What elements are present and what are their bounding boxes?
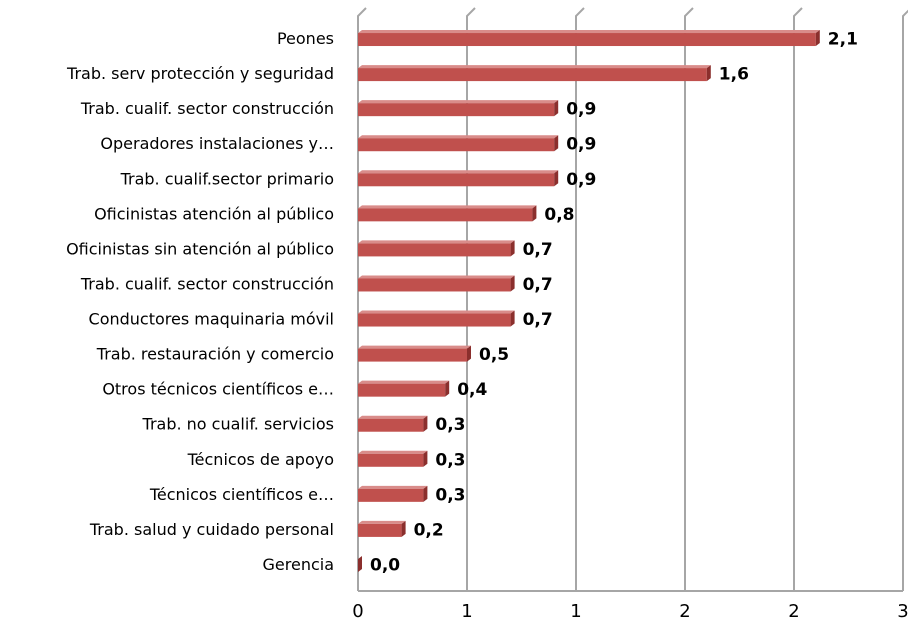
bar [358,310,515,327]
bar [358,100,559,117]
y-tick-label: Trab. no cualif. servicios [142,415,334,434]
y-tick-label: Trab. cualif. sector construcción [80,274,334,293]
data-label: 0,4 [457,380,487,400]
data-label: 0,7 [523,240,553,260]
y-tick-label: Trab. restauración y comercio [96,345,334,364]
x-tick-label: 2 [679,601,690,622]
x-tick-label: 1 [461,601,472,622]
y-tick-label: Trab. salud y cuidado personal [89,520,334,539]
data-label: 0,3 [435,485,465,505]
bar [358,555,362,572]
grid-line [902,9,908,591]
y-tick-label: Otros técnicos científicos e… [102,380,334,399]
bar [358,65,711,82]
grid-line [466,7,476,591]
bar [358,240,515,257]
bar [358,275,515,292]
data-label: 0,7 [523,275,553,295]
x-tick-label: 1 [570,601,581,622]
bar [358,485,428,502]
bar [358,135,559,152]
grid-line [793,7,803,591]
data-label: 0,3 [435,415,465,435]
data-label: 2,1 [828,30,858,50]
data-label: 0,9 [566,135,596,155]
bar [358,345,471,362]
data-label: 0,9 [566,170,596,190]
grid-line [575,7,585,591]
bar [358,380,450,397]
y-tick-label: Conductores maquinaria móvil [89,310,334,329]
bar [358,450,428,467]
bar [358,520,406,537]
data-label: 0,2 [414,520,444,540]
data-label: 0,7 [523,310,553,330]
y-tick-label: Operadores instalaciones y… [100,134,334,153]
x-tick-label: 2 [788,601,799,622]
y-tick-label: Técnicos científicos e… [149,485,334,504]
x-tick-label: 3 [897,601,908,622]
data-label: 0,9 [566,100,596,120]
data-label: 0,3 [435,450,465,470]
data-label: 0,0 [370,555,400,575]
y-tick-label: Trab. serv protección y seguridad [66,64,334,83]
y-tick-label: Oficinistas atención al público [94,204,334,223]
grid-line [684,7,694,591]
y-tick-label: Trab. cualif.sector primario [120,169,334,188]
bar [358,205,537,222]
data-label: 1,6 [719,65,749,85]
x-tick-label: 0 [352,601,363,622]
y-tick-label: Gerencia [263,555,335,574]
y-tick-label: Oficinistas sin atención al público [66,239,334,258]
y-tick-label: Técnicos de apoyo [187,450,334,469]
bar [358,30,820,47]
grid-line [357,7,367,591]
bar [358,415,428,432]
data-label: 0,8 [544,205,574,225]
y-tick-label: Peones [277,29,334,48]
bar [358,170,559,187]
y-tick-label: Trab. cualif. sector construcción [80,99,334,118]
data-label: 0,5 [479,345,509,365]
